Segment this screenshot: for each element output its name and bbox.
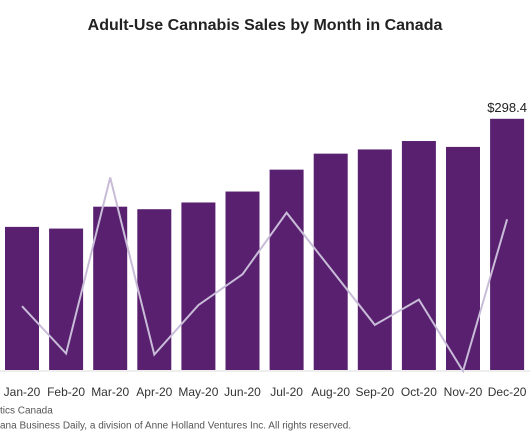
- x-tick-label: Sep-20: [355, 385, 394, 399]
- line: [21, 177, 509, 374]
- bar: [313, 153, 348, 370]
- x-tick-label: Jun-20: [224, 385, 261, 399]
- bar: [93, 206, 128, 370]
- x-tick-label: May-20: [178, 385, 218, 399]
- x-tick-label: Mar-20: [91, 385, 129, 399]
- x-tick-label: Oct-20: [401, 385, 437, 399]
- bar: [181, 202, 216, 370]
- bar: [49, 228, 84, 370]
- bar: [269, 169, 304, 370]
- x-tick-label: Jul-20: [270, 385, 303, 399]
- source-note: tics Canada: [0, 406, 53, 417]
- bar: [446, 146, 480, 370]
- x-tick-label: Jan-20: [4, 385, 41, 399]
- bar: [401, 141, 436, 370]
- chart-title: Adult-Use Cannabis Sales by Month in Can…: [88, 17, 443, 34]
- bar: [5, 226, 39, 370]
- x-tick-label: Feb-20: [47, 385, 85, 399]
- data-label: $298.4: [487, 100, 527, 115]
- bar: [225, 191, 260, 370]
- x-tick-label: Aug-20: [311, 385, 350, 399]
- x-tick-label: Apr-20: [136, 385, 172, 399]
- bar: [137, 209, 172, 370]
- copyright-note: ana Business Daily, a division of Anne H…: [0, 421, 351, 432]
- bar: [490, 118, 525, 370]
- x-tick-label: Nov-20: [444, 385, 483, 399]
- bar: [357, 149, 392, 370]
- x-tick-label: Dec-20: [488, 385, 527, 399]
